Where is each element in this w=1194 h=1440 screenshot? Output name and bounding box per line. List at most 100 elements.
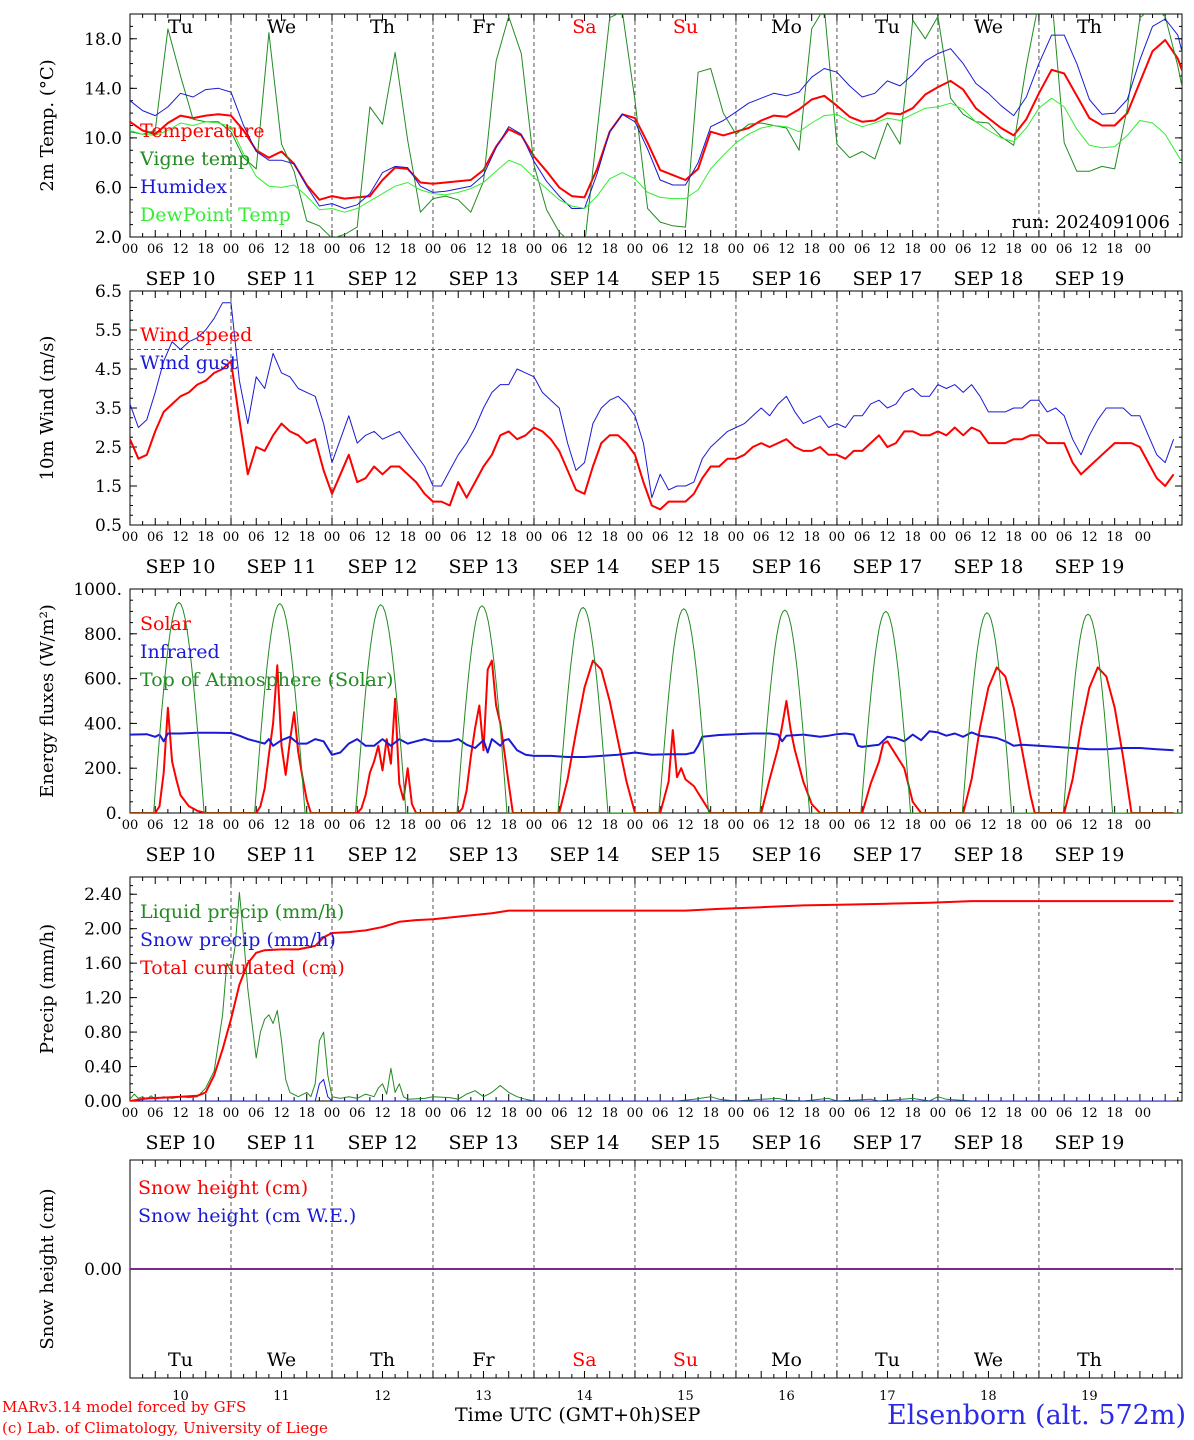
x-hour-label: 06 (450, 1106, 467, 1121)
x-hour-label: 06 (753, 1106, 770, 1121)
plot-frame (129, 290, 1183, 526)
x-hour-label: 12 (576, 818, 593, 833)
x-hour-label: 12 (475, 242, 492, 257)
x-hour-label: 06 (248, 242, 265, 257)
x-hour-label: 06 (854, 818, 871, 833)
x-hour-label: 00 (627, 530, 644, 545)
x-hour-label: 00 (324, 242, 341, 257)
x-hour-label: 12 (475, 1106, 492, 1121)
x-hour-label: 06 (753, 242, 770, 257)
legend-entry: Snow precip (mm/h) (140, 929, 336, 951)
series-line-precip-0 (130, 892, 1174, 1101)
x-hour-label: 18 (803, 818, 820, 833)
x-hour-label: 18 (904, 242, 921, 257)
y-tick-label: 14.0 (84, 79, 122, 99)
x-hour-label: 00 (122, 530, 139, 545)
y-axis-label: Snow height (cm) (37, 1188, 58, 1349)
x-date-label: SEP 16 (752, 844, 822, 866)
x-hour-label: 18 (904, 1106, 921, 1121)
x-hour-label: 18 (702, 818, 719, 833)
x-hour-label: 12 (273, 530, 290, 545)
x-hour-label: 00 (223, 242, 240, 257)
x-hour-label: 18 (803, 530, 820, 545)
x-hour-label: 12 (980, 1106, 997, 1121)
x-day-number: 15 (677, 1389, 694, 1404)
y-tick-label: 2.00 (84, 920, 122, 940)
series-line-energy-0 (130, 659, 1174, 813)
y-tick-label: 2.0 (95, 228, 122, 248)
x-hour-label: 12 (1081, 530, 1098, 545)
x-hour-label: 00 (122, 242, 139, 257)
x-hour-label: 06 (248, 818, 265, 833)
day-name-label: Th (1077, 16, 1102, 38)
x-day-number: 18 (980, 1389, 997, 1404)
x-hour-label: 18 (1005, 818, 1022, 833)
x-hour-label: 06 (147, 242, 164, 257)
panel-temperature: 2.0 6.0 10.0 14.0 18.0 2m Temp. (°C) Temperatu… (37, 13, 1183, 290)
x-hour-label: 06 (349, 530, 366, 545)
x-hour-label: 00 (526, 242, 543, 257)
series-line-energy-2 (130, 601, 1182, 813)
legend-entry: Temperature (140, 120, 264, 142)
x-hour-label: 00 (1031, 1106, 1048, 1121)
x-hour-label: 06 (450, 818, 467, 833)
y-tick-label: 4.5 (95, 360, 122, 380)
station-name: Elsenborn (alt. 572m) (887, 1400, 1186, 1431)
x-day-number: 13 (475, 1389, 492, 1404)
x-hour-label: 00 (728, 530, 745, 545)
y-tick-label: 0.00 (84, 1260, 122, 1280)
x-day-number: 17 (879, 1389, 896, 1404)
x-hour-label: 12 (172, 530, 189, 545)
y-tick-label: 0.5 (95, 516, 122, 536)
x-date-label: SEP 13 (449, 844, 519, 866)
x-hour-label: 12 (475, 818, 492, 833)
x-hour-label: 06 (551, 818, 568, 833)
x-day-number: 19 (1081, 1389, 1098, 1404)
x-hour-label: 18 (500, 530, 517, 545)
x-hour-label: 00 (526, 1106, 543, 1121)
x-hour-label: 00 (930, 818, 947, 833)
x-hour-label: 00 (425, 818, 442, 833)
x-hour-label: 12 (677, 242, 694, 257)
x-hour-label: 12 (576, 1106, 593, 1121)
y-axis-label: 10m Wind (m/s) (37, 336, 58, 481)
x-hour-label: 06 (652, 530, 669, 545)
y-tick-label: 600. (84, 670, 122, 690)
x-hour-label: 00 (930, 530, 947, 545)
y-tick-label: 6.0 (95, 178, 122, 198)
x-hour-label: 18 (1106, 818, 1123, 833)
day-name-label: Fr (472, 1349, 495, 1371)
x-date-label: SEP 17 (852, 268, 922, 290)
x-day-number: 16 (778, 1389, 795, 1404)
legend-entry: Total cumulated (cm) (140, 957, 345, 979)
series-line-temperature-3 (130, 97, 1182, 213)
x-hour-label: 18 (702, 1106, 719, 1121)
x-hour-label: 00 (425, 242, 442, 257)
day-name-label: Th (1077, 1349, 1102, 1371)
legend-entry: Infrared (140, 641, 220, 663)
day-name-label: Tu (875, 1349, 900, 1371)
series-line-precip-2 (130, 900, 1174, 1101)
legend-entry: Snow height (cm) (138, 1177, 308, 1199)
series-line-precip-1 (130, 1079, 1174, 1101)
x-hour-label: 18 (197, 818, 214, 833)
y-tick-label: 1.5 (95, 477, 122, 497)
x-hour-label: 06 (1056, 818, 1073, 833)
x-hour-label: 12 (172, 818, 189, 833)
x-hour-label: 00 (223, 530, 240, 545)
series-line-wind-1 (130, 302, 1175, 499)
x-hour-label: 06 (955, 242, 972, 257)
x-hour-label: 18 (1005, 1106, 1022, 1121)
x-hour-label: 00 (627, 818, 644, 833)
x-hour-label: 12 (576, 242, 593, 257)
x-hour-label: 18 (1106, 530, 1123, 545)
x-hour-label: 06 (1056, 530, 1073, 545)
y-tick-label: 0.00 (84, 1092, 122, 1112)
day-name-label: We (267, 16, 296, 38)
x-hour-label: 00 (122, 818, 139, 833)
x-hour-label: 18 (298, 1106, 315, 1121)
x-hour-label: 18 (399, 818, 416, 833)
x-hour-label: 12 (879, 530, 896, 545)
x-hour-label: 00 (930, 242, 947, 257)
